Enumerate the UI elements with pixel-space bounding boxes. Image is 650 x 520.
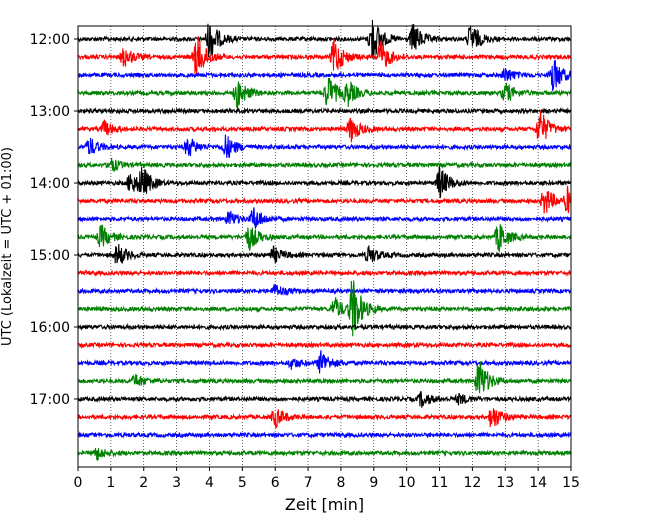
x-tick-label: 10 <box>398 475 416 491</box>
y-tick-label: 14:00 <box>30 176 70 192</box>
x-axis-ticks: 0 1 2 3 4 5 6 7 8 9 10 11 12 13 14 15 <box>74 467 580 491</box>
x-tick-label: 0 <box>74 475 83 491</box>
seismic-trace <box>77 283 572 297</box>
seismic-trace <box>77 431 572 440</box>
seismic-trace <box>77 207 572 229</box>
seismic-trace <box>77 134 572 158</box>
seismic-trace <box>77 110 572 143</box>
seismic-trace <box>77 340 572 350</box>
y-tick-label: 12:00 <box>30 32 70 48</box>
seismic-trace <box>77 35 572 77</box>
y-tick-label: 15:00 <box>30 248 70 264</box>
x-tick-label: 5 <box>238 475 247 491</box>
seismic-trace <box>77 408 572 429</box>
seismic-trace <box>77 224 572 253</box>
x-tick-label: 2 <box>139 475 148 491</box>
y-axis-label: UTC (Lokalzeit = UTC + 01:00) <box>0 147 15 346</box>
y-tick-label: 17:00 <box>30 392 70 408</box>
x-tick-label: 7 <box>304 475 313 491</box>
x-tick-label: 1 <box>106 475 115 491</box>
plot-frame <box>77 25 572 468</box>
y-axis-ticks: 12:00 13:00 14:00 15:00 16:00 17:00 <box>30 32 78 408</box>
seismic-trace <box>77 269 572 277</box>
seismic-trace <box>77 322 572 332</box>
seismic-trace <box>77 448 572 462</box>
seismic-trace <box>77 106 572 115</box>
x-tick-label: 14 <box>529 475 547 491</box>
x-tick-label: 13 <box>496 475 514 491</box>
x-tick-label: 4 <box>205 475 214 491</box>
seismic-trace <box>77 280 572 337</box>
seismic-trace <box>77 77 572 110</box>
seismic-traces <box>77 19 572 462</box>
y-tick-label: 13:00 <box>30 104 70 120</box>
x-tick-label: 9 <box>369 475 378 491</box>
y-tick-label: 16:00 <box>30 320 70 336</box>
seismic-trace <box>77 157 572 172</box>
x-tick-label: 15 <box>562 475 580 491</box>
x-tick-label: 6 <box>271 475 280 491</box>
x-tick-label: 12 <box>463 475 481 491</box>
seismic-trace <box>77 350 572 374</box>
seismic-trace <box>77 60 572 92</box>
x-tick-label: 11 <box>431 475 449 491</box>
seismic-trace <box>77 185 572 214</box>
seismic-trace <box>77 166 572 199</box>
x-tick-label: 3 <box>172 475 181 491</box>
x-tick-label: 8 <box>336 475 345 491</box>
seismic-trace <box>77 244 572 264</box>
seismic-trace <box>77 361 572 394</box>
seismic-trace <box>77 19 572 60</box>
x-axis-label: Zeit [min] <box>285 495 364 514</box>
seismic-trace <box>77 390 572 408</box>
